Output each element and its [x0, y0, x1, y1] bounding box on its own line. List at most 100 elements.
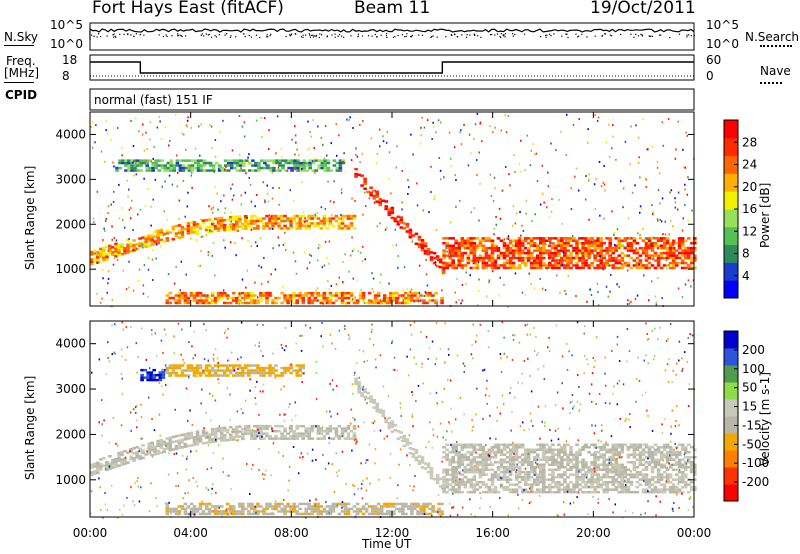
- heatmap-cell: [662, 488, 667, 491]
- heatmap-cell: [611, 451, 616, 454]
- heatmap-cell: [611, 246, 616, 250]
- heatmap-cell: [548, 490, 552, 494]
- heatmap-cell: [481, 451, 486, 454]
- heatmap-cell: [346, 434, 351, 438]
- heatmap-cell: [529, 254, 534, 257]
- heatmap-cell: [529, 242, 534, 245]
- heatmap-cell: [557, 473, 561, 476]
- heatmap-cell: [469, 242, 474, 245]
- heatmap-cell: [475, 483, 480, 486]
- heatmap-cell: [635, 124, 637, 127]
- heatmap-cell: [683, 468, 688, 471]
- heatmap-cell: [309, 253, 311, 256]
- heatmap-cell: [168, 507, 173, 511]
- heatmap-cell: [514, 239, 519, 242]
- heatmap-cell: [120, 458, 124, 461]
- heatmap-cell: [253, 219, 257, 223]
- heatmap-cell: [532, 266, 537, 270]
- heatmap-cell: [422, 209, 425, 212]
- heatmap-cell: [475, 463, 480, 466]
- heatmap-cell: [426, 248, 431, 251]
- nsearch-dot: [123, 33, 125, 35]
- heatmap-cell: [329, 200, 332, 203]
- heatmap-cell: [213, 510, 218, 513]
- heatmap-cell: [352, 227, 357, 230]
- heatmap-cell: [492, 199, 495, 202]
- heatmap-cell: [292, 291, 296, 295]
- nsearch-dot: [469, 34, 471, 36]
- heatmap-cell: [291, 138, 293, 141]
- heatmap-cell: [166, 169, 171, 172]
- heatmap-cell: [644, 251, 649, 255]
- heatmap-cell: [157, 164, 161, 167]
- heatmap-cell: [454, 468, 458, 471]
- nsearch-dot: [686, 34, 688, 36]
- heatmap-cell: [466, 463, 471, 466]
- heatmap-cell: [437, 502, 441, 506]
- heatmap-cell: [280, 366, 284, 370]
- heatmap-cell: [617, 259, 622, 262]
- heatmap-cell: [567, 274, 570, 277]
- heatmap-cell: [460, 259, 465, 262]
- heatmap-cell: [475, 246, 480, 250]
- heatmap-cell: [294, 125, 296, 128]
- heatmap-cell: [590, 251, 594, 255]
- heatmap-cell: [256, 505, 260, 508]
- heatmap-cell: [599, 242, 603, 245]
- heatmap-cell: [96, 461, 100, 465]
- heatmap-cell: [590, 478, 594, 481]
- heatmap-cell: [542, 458, 546, 461]
- heatmap-cell: [308, 166, 312, 170]
- heatmap-cell: [677, 251, 682, 255]
- heatmap-cell: [222, 436, 227, 440]
- heatmap-cell: [581, 458, 585, 461]
- heatmap-cell: [498, 294, 500, 297]
- heatmap-cell: [560, 246, 564, 250]
- heatmap-cell: [693, 259, 697, 262]
- heatmap-cell: [187, 116, 189, 119]
- heatmap-cell: [593, 183, 596, 186]
- heatmap-cell: [434, 299, 438, 302]
- heatmap-cell: [354, 172, 358, 176]
- heatmap-cell: [476, 159, 478, 161]
- heatmap-cell: [460, 473, 465, 476]
- heatmap-cell: [253, 437, 257, 440]
- heatmap-cell: [379, 301, 384, 305]
- heatmap-cell: [195, 507, 200, 511]
- heatmap-cell: [280, 217, 284, 220]
- heatmap-cell: [659, 256, 664, 260]
- heatmap-cell: [609, 256, 611, 259]
- heatmap-cell: [659, 244, 664, 247]
- heatmap-cell: [442, 490, 446, 494]
- heatmap-cell: [440, 301, 444, 305]
- heatmap-cell: [463, 239, 468, 242]
- heatmap-cell: [484, 490, 489, 494]
- heatmap-cell: [378, 201, 382, 204]
- heatmap-cell: [259, 437, 263, 440]
- heatmap-cell: [525, 212, 527, 215]
- heatmap-cell: [632, 453, 637, 456]
- heatmap-cell: [423, 295, 425, 297]
- heatmap-cell: [428, 211, 430, 214]
- heatmap-cell: [210, 428, 215, 431]
- heatmap-cell: [674, 456, 679, 459]
- heatmap-cell: [405, 443, 410, 446]
- heatmap-cell: [358, 294, 363, 297]
- heatmap-cell: [599, 266, 603, 270]
- heatmap-cell: [341, 159, 346, 162]
- heatmap-cell: [532, 259, 537, 262]
- heatmap-cell: [283, 371, 287, 375]
- heatmap-cell: [560, 463, 564, 466]
- heatmap-cell: [253, 214, 257, 218]
- heatmap-cell: [566, 254, 570, 257]
- heatmap-cell: [249, 183, 252, 186]
- heatmap-cell: [153, 445, 157, 449]
- heatmap-cell: [487, 453, 492, 456]
- heatmap-cell: [231, 149, 234, 152]
- heatmap-cell: [490, 475, 495, 479]
- heatmap-cell: [613, 232, 615, 234]
- heatmap-cell: [298, 434, 302, 438]
- heatmap-cell: [322, 510, 327, 513]
- heatmap-cell: [205, 234, 208, 237]
- heatmap-cell: [563, 246, 567, 250]
